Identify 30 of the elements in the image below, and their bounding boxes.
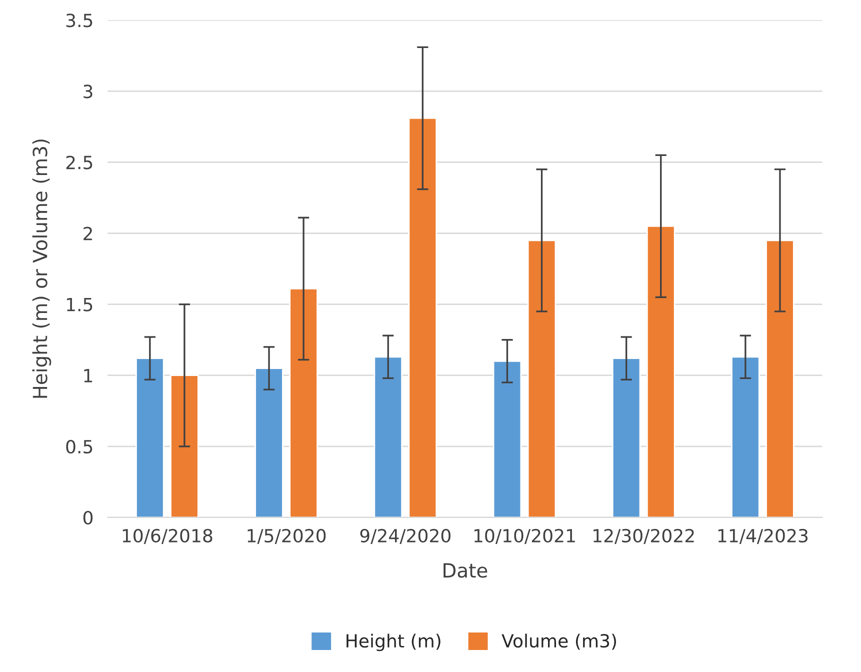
y-tick-label: 1 [84,369,92,382]
y-tick-label: 0.5 [66,440,92,454]
x-tick-label: 10/10/2021 [474,528,575,544]
x-axis-title: Date [444,563,488,578]
y-axis-title: Height (m) or Volume (m3) [32,140,52,398]
y-tick-label: 2.5 [66,156,92,170]
bar [646,225,676,518]
bar [170,374,199,518]
bar [289,288,318,518]
x-tick-label: 11/4/2023 [718,528,808,544]
legend-label: Volume (m3) [502,634,616,650]
x-tick-label: 12/30/2022 [594,528,694,544]
bar [408,118,438,518]
bar [374,356,403,518]
y-tick-label: 3 [84,84,92,98]
y-tick-label: 0 [83,510,93,525]
y-tick-label: 1.5 [67,298,92,312]
bar [731,356,760,518]
legend-label: Height (m) [346,634,440,652]
bar [766,240,794,518]
y-tick-label: 2 [84,226,92,240]
x-tick-label: 9/24/2020 [360,528,450,544]
x-tick-label: 10/6/2018 [122,528,212,544]
y-tick-label: 3.5 [66,14,92,28]
bar [136,358,164,518]
bar [527,240,556,518]
bar [492,360,522,518]
bar [612,358,641,518]
bar [254,368,284,518]
x-tick-label: 1/5/2020 [248,528,326,544]
